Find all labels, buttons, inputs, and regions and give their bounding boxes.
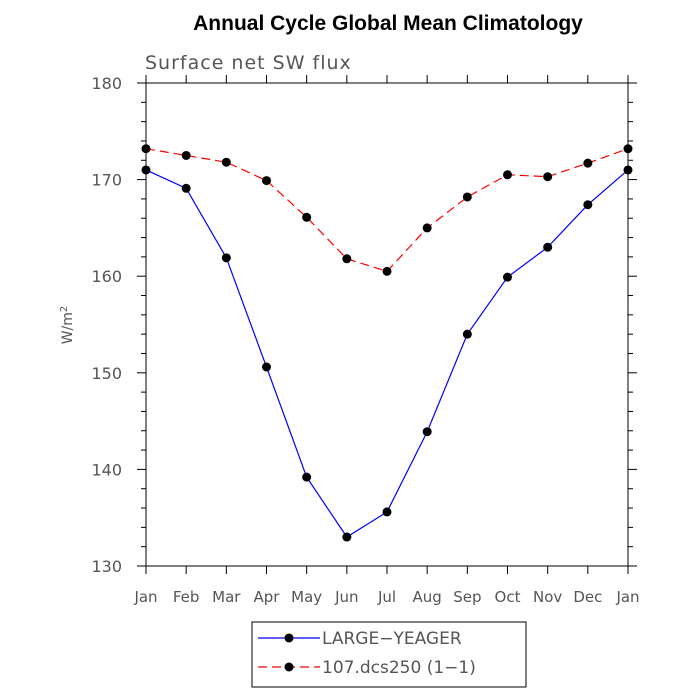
series-layer — [141, 144, 633, 542]
chart-subtitle: Surface net SW flux — [145, 52, 352, 74]
x-tick-label: Jun — [334, 588, 358, 606]
y-tick-label: 130 — [91, 557, 122, 576]
legend-marker-2 — [284, 662, 294, 672]
x-tick-label: Nov — [533, 588, 562, 606]
x-tick-label: Dec — [573, 588, 602, 606]
series-1-point — [221, 253, 231, 263]
legend-label-2: 107.dcs250 (1−1) — [322, 658, 476, 678]
series-1-point — [382, 507, 392, 517]
series-1-point — [583, 200, 593, 210]
series-1-point — [623, 165, 633, 175]
series-line-2 — [145, 148, 629, 273]
series-2-point — [181, 150, 191, 160]
series-1-point — [181, 183, 191, 193]
series-2-point — [342, 254, 352, 264]
series-2-point — [623, 144, 633, 154]
series-1-point — [262, 362, 271, 372]
y-tick-label: 160 — [91, 267, 122, 286]
series-2-point — [503, 170, 512, 180]
y-axis-label: W/m2 — [59, 306, 77, 345]
legend-label-1: LARGE−YEAGER — [322, 629, 462, 649]
series-2-point — [302, 212, 312, 222]
series-1-point — [141, 165, 151, 175]
x-tick-label: Mar — [212, 588, 241, 606]
series-2-point — [422, 223, 432, 233]
x-tick-label: Jan — [133, 588, 157, 606]
legend-box — [251, 621, 527, 688]
series-2-point — [141, 144, 151, 154]
series-1-point — [462, 329, 472, 339]
series-1-point — [422, 427, 432, 437]
legend-marker-1 — [284, 633, 294, 643]
x-tick-label: Jul — [377, 588, 396, 606]
series-2-point — [221, 157, 231, 167]
series-2-point — [262, 176, 271, 186]
x-tick-label: Jan — [615, 588, 639, 606]
series-2-point — [382, 266, 392, 276]
x-tick-label: Feb — [173, 588, 200, 606]
plot-frame — [145, 82, 629, 567]
y-tick-label: 150 — [91, 364, 122, 383]
x-tick-label: May — [291, 588, 322, 606]
series-1-point — [503, 272, 512, 282]
y-tick-label: 170 — [91, 171, 122, 190]
x-tick-label: Aug — [413, 588, 442, 606]
chart-title: Annual Cycle Global Mean Climatology — [193, 12, 583, 35]
x-tick-label: Oct — [495, 588, 521, 606]
series-2-point — [583, 158, 593, 168]
series-2-point — [462, 192, 472, 202]
axes: 130 140 150 160 170 180 Jan Feb Mar Apr May Jun Jul A… — [91, 74, 639, 606]
x-tick-label: Apr — [254, 588, 281, 606]
series-2-point — [543, 172, 553, 182]
series-1-point — [302, 472, 312, 482]
series-1-point — [342, 532, 352, 542]
series-line-1 — [145, 169, 629, 538]
series-1-point — [543, 242, 553, 252]
y-tick-label: 140 — [91, 460, 122, 479]
legend: LARGE−YEAGER 107.dcs250 (1−1) — [251, 621, 527, 688]
x-tick-label: Sep — [453, 588, 481, 606]
y-tick-label: 180 — [91, 74, 122, 93]
